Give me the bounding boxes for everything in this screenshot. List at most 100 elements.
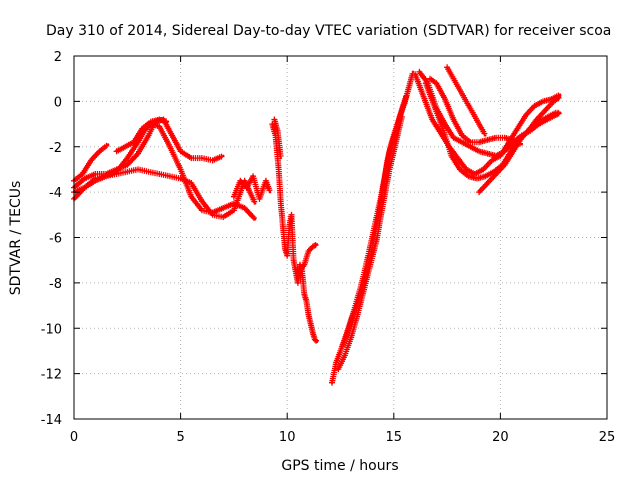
data-series-track-7 [269, 121, 319, 344]
data-point [418, 70, 421, 74]
data-point [349, 336, 353, 339]
data-point [222, 206, 225, 210]
data-point [298, 270, 302, 273]
data-point [546, 116, 549, 119]
y-tick-label: -4 [49, 186, 62, 201]
data-point [123, 145, 127, 148]
data-series-track-16 [427, 75, 523, 147]
y-tick-label: -2 [49, 141, 62, 156]
data-point [445, 66, 449, 69]
data-point [452, 136, 455, 139]
data-point [83, 186, 86, 189]
data-point [430, 118, 434, 121]
data-point [200, 156, 204, 160]
data-point [307, 249, 310, 253]
x-tick-label: 25 [599, 430, 616, 445]
y-tick-label: -10 [41, 322, 62, 337]
data-point [243, 206, 246, 210]
data-point [443, 97, 447, 101]
data-point [367, 254, 370, 257]
data-point [503, 163, 506, 167]
data-point [511, 138, 515, 142]
data-point [211, 213, 214, 217]
data-point [375, 238, 378, 241]
x-tick-label: 0 [70, 430, 78, 445]
data-point [273, 118, 276, 121]
data-point [166, 120, 170, 123]
data-point [347, 327, 351, 330]
data-point [232, 209, 236, 212]
data-point [362, 288, 366, 291]
data-point [422, 95, 425, 99]
data-point [296, 281, 300, 285]
data-point [132, 141, 135, 144]
data-point [341, 345, 344, 348]
data-point [469, 141, 472, 144]
data-point [149, 120, 152, 123]
data-point [136, 152, 140, 155]
data-point [115, 150, 118, 153]
data-point [89, 159, 93, 162]
data-point [477, 190, 481, 194]
data-point [392, 150, 395, 153]
data-point [537, 120, 540, 123]
data-point [290, 213, 293, 217]
data-point [433, 104, 436, 108]
data-point [179, 177, 182, 180]
data-point [369, 263, 372, 266]
data-point [258, 197, 261, 201]
data-point [407, 86, 410, 89]
data-point [170, 134, 174, 137]
data-point [222, 154, 225, 158]
data-point [477, 150, 481, 153]
data-series-track-17 [444, 64, 488, 137]
data-point [458, 88, 462, 92]
y-tick-label: 0 [54, 95, 62, 110]
data-point [558, 93, 562, 96]
data-point [190, 181, 193, 185]
data-series-track-8 [271, 116, 284, 160]
x-tick-label: 10 [279, 430, 296, 445]
data-point [484, 134, 487, 137]
data-series-track-18 [476, 109, 562, 196]
data-point [401, 106, 404, 110]
data-point [452, 77, 455, 80]
data-point [254, 202, 257, 205]
data-point [477, 122, 481, 126]
marker-trail [269, 121, 319, 344]
data-point [529, 127, 532, 130]
data-point [543, 109, 547, 112]
marker-trail [71, 121, 257, 221]
data-point [168, 145, 172, 148]
data-point [460, 141, 464, 144]
data-series-track-9 [297, 242, 319, 275]
data-point [354, 304, 357, 307]
data-point [356, 313, 359, 316]
data-point [245, 186, 248, 189]
data-point [251, 175, 255, 178]
data-point [486, 138, 489, 142]
data-point [550, 97, 553, 101]
data-series-track-11 [339, 93, 409, 350]
data-point [200, 200, 204, 203]
data-point [494, 136, 498, 139]
data-point [158, 118, 161, 121]
data-point [473, 172, 477, 176]
axis-ticks: 0 5 10 15 20 25 -14 -12 -10 -8 -6 -4 -2 0 2 [41, 50, 616, 445]
data-point [558, 95, 562, 99]
data-point [401, 113, 404, 117]
data-point [309, 322, 312, 325]
data-point [428, 77, 432, 80]
data-point [558, 111, 562, 114]
data-point [179, 150, 182, 153]
data-point [279, 156, 283, 160]
data-point [486, 181, 489, 185]
x-tick-label: 20 [492, 430, 509, 445]
data-series-track-6 [230, 173, 273, 202]
data-point [298, 263, 302, 266]
data-point [373, 224, 376, 228]
data-point [452, 118, 455, 121]
data-point [115, 168, 118, 171]
data-point [283, 247, 287, 251]
data-point [311, 331, 314, 334]
